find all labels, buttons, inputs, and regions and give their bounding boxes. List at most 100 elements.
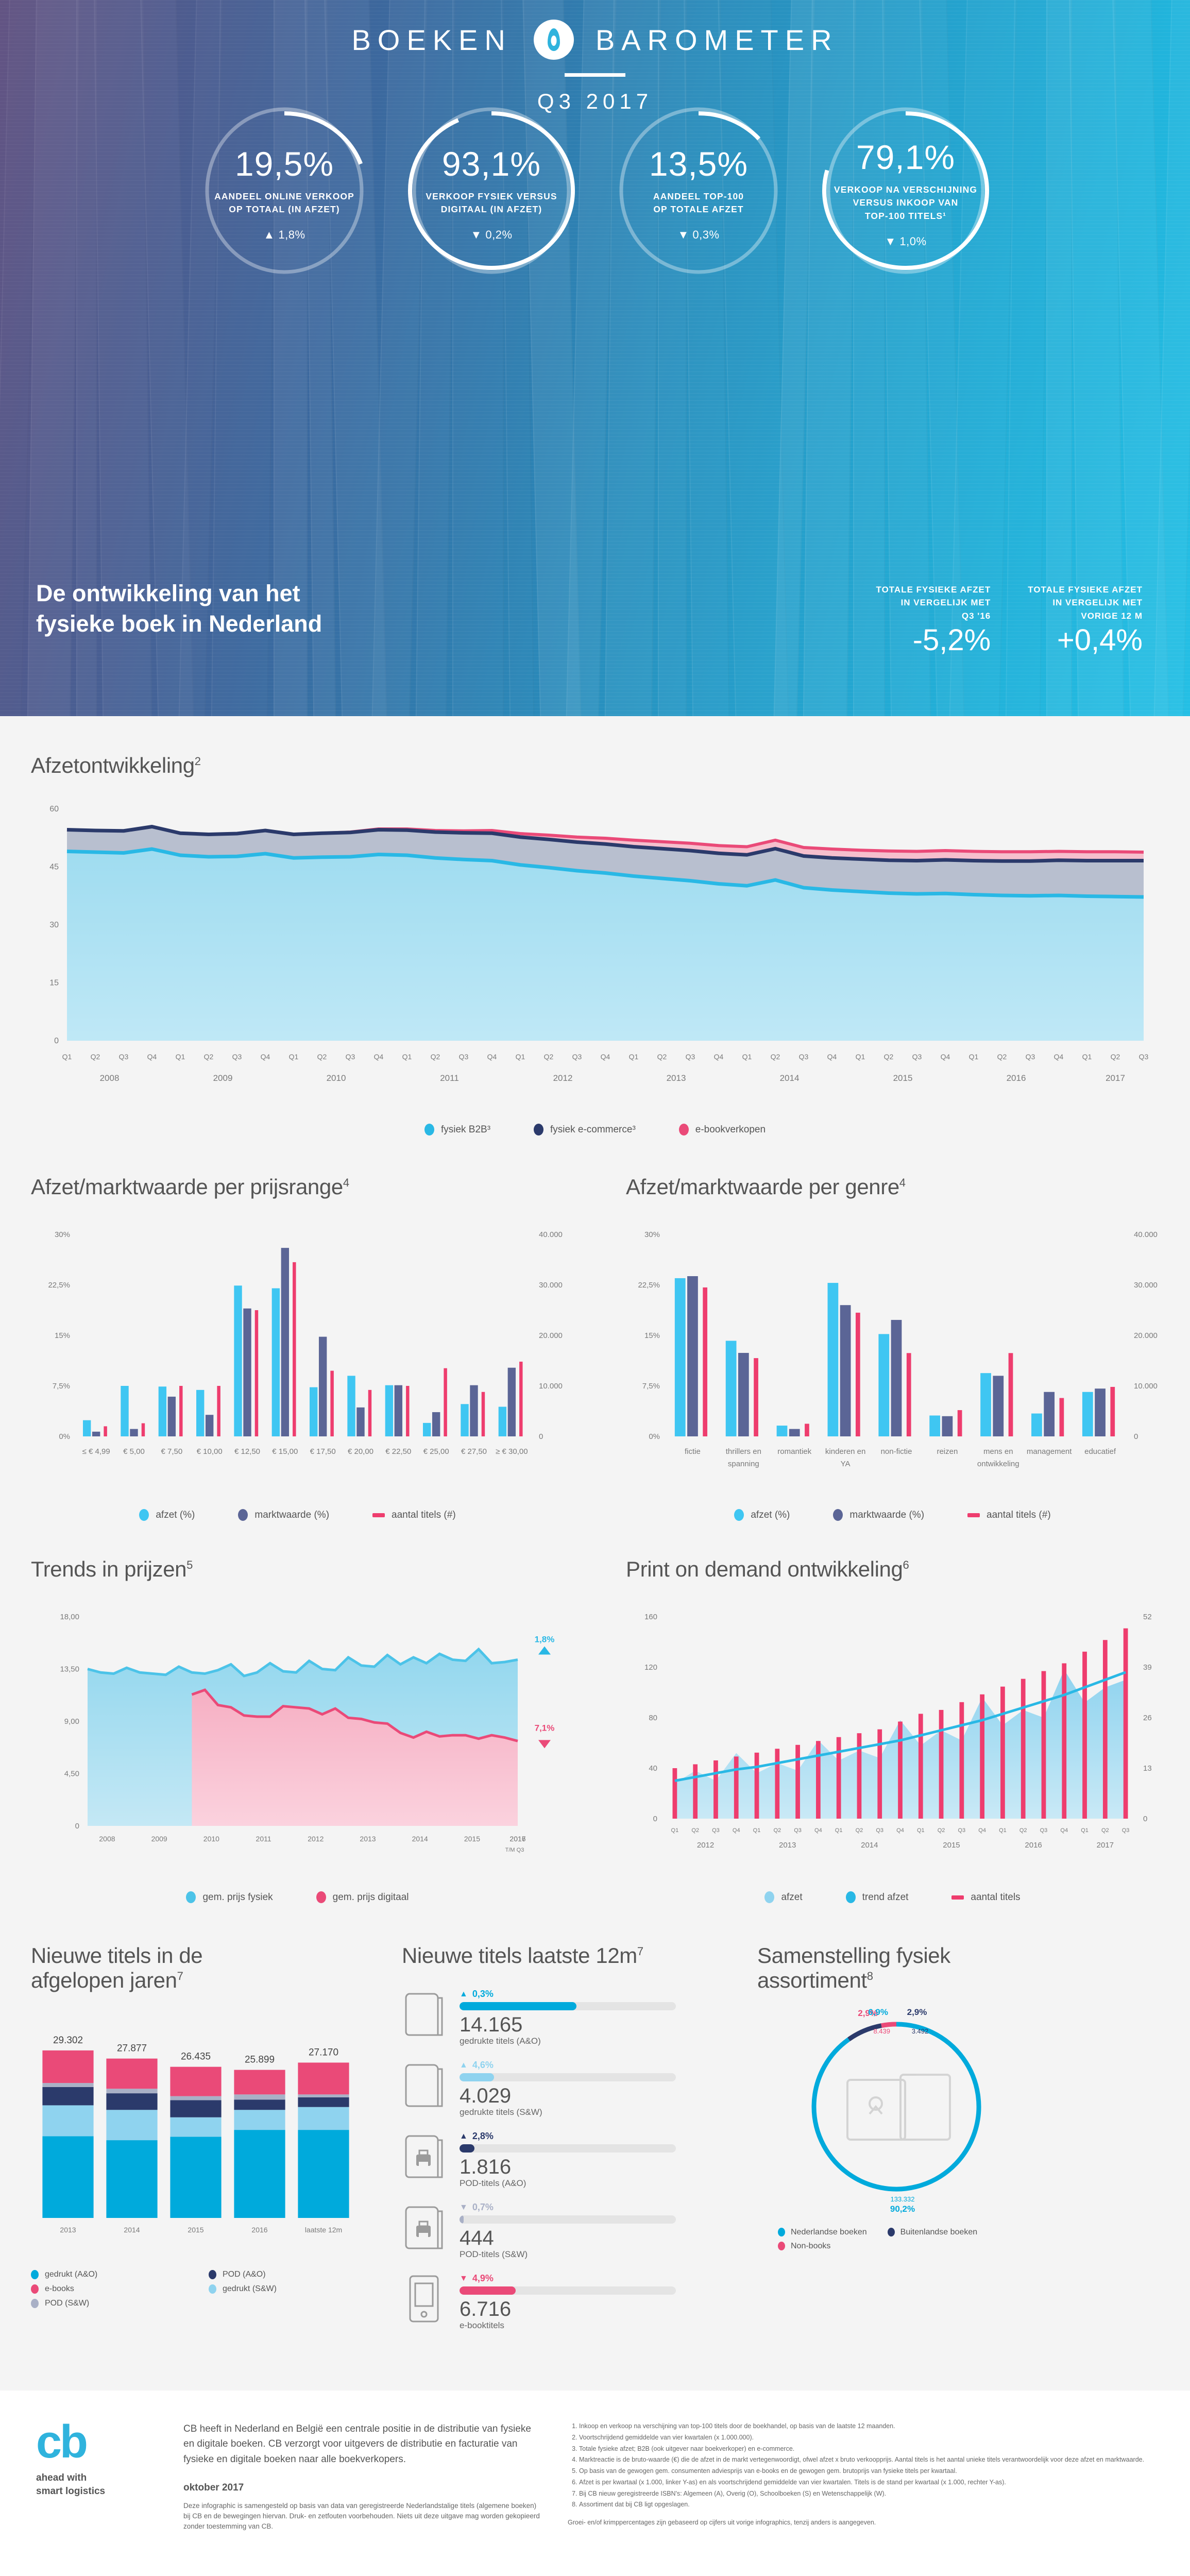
svg-text:2009: 2009 <box>151 1835 167 1843</box>
svg-text:20.000: 20.000 <box>539 1331 563 1340</box>
titels-value: 4.029 <box>460 2084 512 2107</box>
svg-text:2008: 2008 <box>99 1835 115 1843</box>
svg-text:0: 0 <box>1143 1815 1147 1823</box>
svg-text:Q3: Q3 <box>958 1827 966 1834</box>
titels-progress-track <box>460 2073 676 2081</box>
content-sheet: Afzetontwikkeling2 60 45 30 15 0 Q1 Q2 Q3 Q4 Q1 Q2… <box>0 716 1190 2391</box>
hero-stat-1: TOTALE FYSIEKE AFZET IN VERGELIJK MET Q3 '… <box>876 583 991 656</box>
svg-text:2014: 2014 <box>412 1835 428 1843</box>
legend-row: Nederlandse boeken Buitenlandse boeken <box>778 2228 1159 2237</box>
ebook-icon <box>402 2273 446 2325</box>
titels-label: gedrukte titels (S&W) <box>460 2107 542 2117</box>
svg-text:Q2: Q2 <box>431 1053 440 1061</box>
legend-afzetontwikkeling: fysiek B2B³ fysiek e-commerce³ e-bookverko… <box>31 1124 1159 1136</box>
svg-text:2014: 2014 <box>861 1841 878 1850</box>
svg-text:Q3: Q3 <box>686 1053 695 1061</box>
section-title-afzetontwikkeling: Afzetontwikkeling2 <box>31 753 201 777</box>
svg-text:2016: 2016 <box>1025 1841 1042 1850</box>
legend-item: marktwaarde (%) <box>833 1509 924 1521</box>
svg-text:2012: 2012 <box>697 1841 714 1850</box>
titels-progress-track <box>460 2144 676 2153</box>
footer-note-item: Voortschrijdend gemiddelde van vier kwar… <box>579 2433 1154 2443</box>
svg-text:26.435: 26.435 <box>181 2051 211 2062</box>
svg-text:Q2: Q2 <box>771 1053 780 1061</box>
kpi-circle-group: 19,5% AANDEEL ONLINE VERKOOP OP TOTAAL (IN… <box>0 103 1190 278</box>
kpi-label: AANDEEL TOP-100 OP TOTALE AFZET <box>653 191 744 214</box>
svg-text:spanning: spanning <box>728 1460 759 1468</box>
svg-text:Q2: Q2 <box>997 1053 1007 1061</box>
hero-stat-value: +0,4% <box>1057 623 1143 657</box>
legend-swatch-icon <box>845 1891 856 1903</box>
legend-item: Non-books <box>778 2242 830 2251</box>
svg-text:2016: 2016 <box>509 1835 525 1843</box>
svg-text:Q3: Q3 <box>1040 1827 1048 1834</box>
titels-row: ▲ 2,8% 1.816 POD-titels (A&O) <box>402 2131 742 2189</box>
svg-text:€ 7,50: € 7,50 <box>161 1447 182 1456</box>
svg-text:Q4: Q4 <box>374 1053 384 1061</box>
svg-text:Q2: Q2 <box>657 1053 667 1061</box>
svg-text:2015: 2015 <box>943 1841 960 1850</box>
svg-text:2012: 2012 <box>553 1073 573 1083</box>
svg-text:2016: 2016 <box>251 2226 267 2234</box>
kpi-label: VERKOOP NA VERSCHIJNING VERSUS INKOOP VAN… <box>834 184 978 221</box>
titels-row: ▲ 0,3% 14.165 gedrukte titels (A&O) <box>402 1989 742 2046</box>
svg-text:26: 26 <box>1143 1714 1152 1722</box>
svg-text:Q4: Q4 <box>941 1053 950 1061</box>
svg-text:Q1: Q1 <box>671 1827 679 1834</box>
svg-text:€ 22,50: € 22,50 <box>385 1447 411 1456</box>
titels-label: POD-titels (A&O) <box>460 2178 526 2188</box>
svg-text:40: 40 <box>649 1764 657 1773</box>
legend-label: marktwaarde (%) <box>254 1509 330 1520</box>
svg-text:€ 15,00: € 15,00 <box>272 1447 298 1456</box>
section-nieuwe-titels-jaren: Nieuwe titels in de afgelopen jaren7 29.… <box>31 1943 386 2344</box>
section-afzetontwikkeling: Afzetontwikkeling2 60 45 30 15 0 Q1 Q2 Q3 Q4 Q1 Q2… <box>0 716 1190 1136</box>
legend-label: e-bookverkopen <box>695 1124 766 1135</box>
svg-text:18,00: 18,00 <box>60 1613 79 1621</box>
svg-text:Q4: Q4 <box>896 1827 904 1834</box>
svg-text:13: 13 <box>1143 1764 1152 1773</box>
legend-swatch-icon <box>209 2269 216 2279</box>
chart-nieuwe-titels-jaren: 29.302 2013 27.877 2014 26.435 2015 25.899 2016… <box>31 2012 386 2257</box>
svg-text:40.000: 40.000 <box>1134 1230 1158 1239</box>
hero-title: De ontwikkeling van het fysieke boek in … <box>36 579 322 639</box>
svg-text:Q4: Q4 <box>1054 1053 1064 1061</box>
titels-label: POD-titels (S&W) <box>460 2249 528 2259</box>
legend-samenstelling: Nederlandse boeken Buitenlandse boeken Non… <box>757 2228 1159 2251</box>
svg-text:0: 0 <box>539 1432 543 1441</box>
legend-genre: afzet (%) marktwaarde (%) aantal titels (#… <box>626 1509 1159 1521</box>
kpi-value: 13,5% <box>649 144 749 183</box>
section-nieuwe-titels-12m: Nieuwe titels laatste 12m7 ▲ 0,3% 14.165 … <box>386 1943 742 2344</box>
titels-label: gedrukte titels (A&O) <box>460 2036 541 2046</box>
svg-text:Q2: Q2 <box>544 1053 554 1061</box>
svg-text:9,00: 9,00 <box>64 1717 79 1726</box>
chart-prijsrange: 30% 22,5% 15% 7,5% 0% 40.000 30.000 20.000 10.00… <box>31 1220 564 1496</box>
legend-label: afzet (%) <box>156 1509 195 1520</box>
kpi-delta: ▼ 0,2% <box>470 228 513 242</box>
svg-text:Q3: Q3 <box>712 1827 720 1834</box>
titels-value: 1.816 <box>460 2156 512 2178</box>
book-icon <box>402 2060 446 2111</box>
svg-text:60: 60 <box>49 805 59 814</box>
svg-text:Q1: Q1 <box>62 1053 72 1061</box>
svg-text:educatief: educatief <box>1084 1447 1116 1456</box>
svg-text:0%: 0% <box>59 1432 70 1441</box>
legend-swatch-icon <box>424 1124 434 1136</box>
legend-item: POD (S&W) <box>31 2298 209 2308</box>
legend-swatch-icon <box>967 1513 980 1517</box>
svg-text:thrillers en: thrillers en <box>726 1447 761 1456</box>
svg-text:0%: 0% <box>649 1432 660 1441</box>
footer: cb ahead with smart logistics CB heeft i… <box>0 2391 1190 2568</box>
row-bottom-three: Nieuwe titels in de afgelopen jaren7 29.… <box>0 1943 1190 2391</box>
svg-text:29.302: 29.302 <box>53 2035 83 2045</box>
svg-text:7,5%: 7,5% <box>642 1382 660 1391</box>
svg-text:Q2: Q2 <box>91 1053 100 1061</box>
footer-intro-text: CB heeft in Nederland en België een cent… <box>183 2424 531 2465</box>
titels-value: 444 <box>460 2227 494 2249</box>
titels-delta: ▼ 4,9% <box>460 2273 494 2283</box>
legend-item: Nederlandse boeken <box>778 2228 867 2237</box>
section-title-trends-prijzen: Trends in prijzen5 <box>31 1557 193 1581</box>
svg-text:Q3: Q3 <box>232 1053 242 1061</box>
footer-note-item: Inkoop en verkoop na verschijning van to… <box>579 2421 1154 2431</box>
hero-title-line1: De ontwikkeling van het <box>36 580 300 606</box>
svg-text:YA: YA <box>841 1460 851 1468</box>
